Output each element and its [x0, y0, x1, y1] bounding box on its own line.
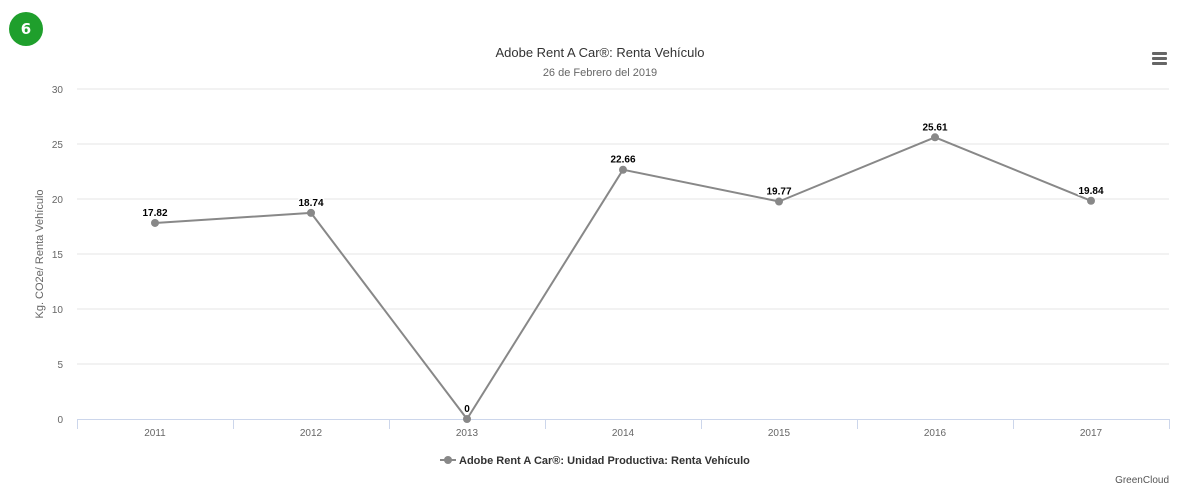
y-tick-label: 15 — [52, 250, 64, 261]
x-tick-label: 2012 — [300, 428, 323, 439]
x-axis: 2011 2012 2013 2014 2015 2016 2017 — [77, 419, 1170, 439]
y-tick-label: 20 — [52, 195, 64, 206]
data-labels: 17.82 18.74 0 22.66 19.77 25.61 19.84 — [141, 121, 1105, 417]
data-point — [151, 218, 159, 227]
hamburger-menu-icon-bar — [1152, 57, 1167, 60]
data-point — [931, 133, 939, 142]
y-tick-label: 10 — [52, 305, 64, 316]
legend-item[interactable]: Adobe Rent A Car®: Unidad Productiva: Re… — [440, 455, 750, 467]
x-tick-label: 2017 — [1080, 428, 1103, 439]
data-label: 19.84 — [1078, 186, 1103, 197]
chart-subtitle: 26 de Febrero del 2019 — [543, 67, 657, 79]
y-tick-label: 30 — [52, 85, 64, 96]
credits-link[interactable]: GreenCloud — [1115, 475, 1169, 486]
chart-context-menu-button[interactable] — [1148, 48, 1172, 70]
data-point — [775, 197, 783, 206]
data-point — [307, 208, 315, 217]
data-label: 18.74 — [298, 198, 323, 209]
hamburger-menu-icon — [1152, 52, 1167, 55]
gridlines — [77, 88, 1169, 365]
x-tick-label: 2014 — [612, 428, 635, 439]
legend-symbol — [444, 456, 452, 464]
data-label: 0 — [464, 404, 470, 415]
hamburger-menu-icon-bar — [1152, 62, 1167, 65]
y-tick-label: 25 — [52, 140, 64, 151]
data-label: 17.82 — [142, 208, 167, 219]
series-line — [154, 136, 1092, 420]
y-tick-label: 0 — [57, 415, 63, 426]
data-point — [463, 415, 471, 423]
data-label: 25.61 — [922, 122, 947, 133]
data-point — [619, 165, 627, 174]
x-tick-label: 2013 — [456, 428, 479, 439]
chart-title: Adobe Rent A Car®: Renta Vehículo — [495, 45, 704, 60]
y-axis-ticks: 0 5 10 15 20 25 30 — [52, 85, 64, 426]
data-label: 22.66 — [610, 155, 635, 166]
series-layer — [151, 133, 1095, 423]
y-axis-label: Kg. CO2e/ Renta Vehículo — [34, 189, 46, 318]
x-tick-label: 2016 — [924, 428, 947, 439]
step-number-badge: 6 — [9, 12, 43, 46]
x-tick-label: 2011 — [144, 428, 166, 439]
legend-label[interactable]: Adobe Rent A Car®: Unidad Productiva: Re… — [459, 455, 750, 467]
x-tick-label: 2015 — [768, 428, 791, 439]
data-label: 19.77 — [766, 187, 791, 198]
y-tick-label: 5 — [57, 360, 63, 371]
data-point — [1087, 196, 1095, 205]
